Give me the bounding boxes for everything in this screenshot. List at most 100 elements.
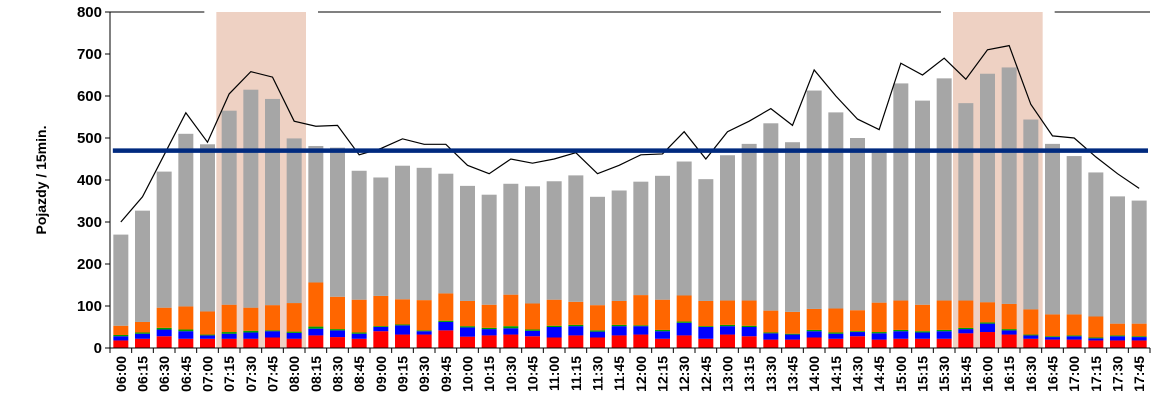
bar-09:00-seg-1 [373,327,389,332]
x-tick-label-10:00: 10:00 [460,356,476,392]
bar-08:00-seg-4 [286,138,302,304]
bar-12:30-seg-4 [676,161,692,296]
bar-17:15-seg-4 [1088,172,1104,317]
bar-15:15-seg-1 [915,332,930,339]
x-tick-label-09:15: 09:15 [395,356,411,392]
bar-13:15-seg-4 [741,143,757,301]
x-tick-label-08:15: 08:15 [308,356,324,392]
x-tick-label-17:00: 17:00 [1066,356,1082,392]
bar-14:00-seg-1 [806,331,822,338]
x-tick-label-13:15: 13:15 [741,356,757,392]
bar-07:30-seg-2 [243,330,259,333]
x-tick-label-12:45: 12:45 [698,356,714,392]
y-tick-label-800: 800 [77,4,102,21]
bar-13:30-seg-3 [763,310,779,333]
x-tick-label-11:15: 11:15 [568,356,584,391]
bar-07:30-seg-0 [243,338,259,348]
bar-16:30-seg-0 [1023,338,1039,348]
bar-13:45-seg-3 [785,311,800,334]
bar-06:30-seg-2 [156,327,172,330]
bar-06:30-seg-3 [156,307,172,328]
bar-06:00-seg-3 [113,325,129,335]
bar-12:45-seg-3 [698,300,714,327]
bar-07:00-seg-2 [200,334,215,336]
bar-06:30-seg-1 [156,329,172,337]
bar-13:45-seg-2 [785,333,800,335]
bar-17:30-seg-2 [1110,335,1125,337]
bar-09:45-seg-4 [438,173,454,294]
bar-14:45-seg-0 [871,339,887,348]
bar-11:00-seg-1 [546,327,562,338]
bar-11:45-seg-1 [611,326,627,336]
bar-14:15-seg-1 [828,333,844,339]
x-tick-label-14:00: 14:00 [806,356,822,392]
bar-15:30-seg-4 [936,78,952,301]
bar-06:15-seg-4 [135,210,150,322]
bar-10:15-seg-3 [481,304,497,328]
bar-15:15-seg-3 [915,304,930,332]
bar-11:15-seg-1 [568,326,584,336]
bar-07:45-seg-3 [265,305,280,331]
bar-15:45-seg-2 [958,327,974,330]
bar-13:00-seg-2 [720,324,735,327]
bar-11:30-seg-4 [590,196,605,306]
bar-08:45-seg-4 [351,170,367,300]
bar-08:45-seg-1 [351,333,367,339]
x-tick-label-09:45: 09:45 [438,356,454,392]
bar-14:15-seg-4 [828,112,844,309]
bar-13:15-seg-3 [741,300,757,326]
bar-06:00-seg-1 [113,336,129,341]
bar-09:15-seg-0 [395,334,410,348]
x-tick-label-09:00: 09:00 [373,356,389,392]
bar-14:15-seg-3 [828,308,844,333]
bar-07:15-seg-4 [221,110,237,305]
bar-13:15-seg-2 [741,325,757,327]
x-tick-label-06:45: 06:45 [178,356,194,392]
bar-14:30-seg-0 [850,336,865,348]
x-tick-label-14:15: 14:15 [828,356,844,392]
bar-09:30-seg-4 [416,167,432,301]
bar-08:30-seg-2 [330,329,345,331]
bar-13:00-seg-4 [720,155,735,301]
bar-12:00-seg-2 [633,325,649,327]
bar-06:15-seg-0 [135,338,150,348]
bar-07:00-seg-0 [200,338,215,348]
x-tick-label-09:30: 09:30 [416,356,432,392]
bar-17:15-seg-2 [1088,337,1104,339]
bar-16:00-seg-3 [980,302,995,323]
bar-09:00-seg-4 [373,177,389,296]
bar-07:00-seg-4 [200,144,215,312]
bar-12:30-seg-0 [676,335,692,348]
bar-17:00-seg-0 [1066,339,1082,348]
y-tick-label-500: 500 [77,130,102,147]
bar-15:30-seg-3 [936,300,952,330]
x-tick-label-06:30: 06:30 [156,356,172,392]
bar-17:00-seg-1 [1066,336,1082,340]
bar-13:15-seg-0 [741,336,757,348]
bar-12:15-seg-0 [655,338,670,348]
bar-13:00-seg-1 [720,326,735,335]
bar-16:15-seg-3 [1001,303,1017,330]
bar-08:30-seg-1 [330,330,345,338]
bar-07:15-seg-1 [221,333,237,339]
bar-17:45-seg-4 [1131,200,1147,324]
bar-16:00-seg-4 [980,73,995,303]
bar-15:30-seg-0 [936,338,952,348]
bar-13:15-seg-1 [741,327,757,337]
bar-07:30-seg-4 [243,89,259,308]
x-tick-label-11:45: 11:45 [611,356,627,391]
x-tick-label-06:00: 06:00 [113,356,129,392]
bar-17:00-seg-3 [1066,314,1082,336]
y-tick-label-600: 600 [77,88,102,105]
bar-08:30-seg-4 [330,147,345,297]
bar-08:00-seg-3 [286,303,302,332]
bar-16:15-seg-4 [1001,67,1017,304]
bar-16:00-seg-2 [980,322,995,324]
bar-16:30-seg-2 [1023,334,1039,336]
bar-17:45-seg-3 [1131,323,1147,337]
bar-14:15-seg-0 [828,338,844,348]
bar-10:45-seg-4 [525,186,540,304]
y-tick-label-100: 100 [77,298,102,315]
x-tick-label-11:00: 11:00 [546,356,562,391]
x-tick-label-16:30: 16:30 [1023,356,1039,392]
